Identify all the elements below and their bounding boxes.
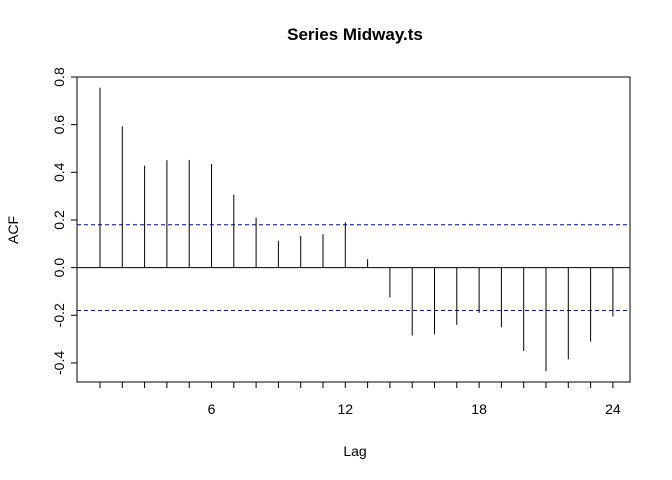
x-tick-label-6: 6 — [208, 401, 216, 417]
y-tick-label--0.2: -0.2 — [51, 303, 67, 327]
x-tick-label-18: 18 — [471, 401, 487, 417]
plot-area: 6 12 18 24 -0.4 -0.2 0.0 0.2 0.4 0.6 0.8 — [51, 67, 631, 417]
plot-frame — [76, 76, 631, 383]
y-tick-label-0.2: 0.2 — [51, 210, 67, 230]
y-tick-label--0.4: -0.4 — [51, 351, 67, 375]
y-tick-label-0.4: 0.4 — [51, 162, 67, 182]
y-tick-label-0.8: 0.8 — [51, 67, 67, 87]
y-axis-label: ACF — [5, 216, 21, 244]
chart-title: Series Midway.ts — [287, 25, 423, 44]
x-tick-label-24: 24 — [605, 401, 621, 417]
x-tick-label-12: 12 — [338, 401, 354, 417]
x-axis-label: Lag — [343, 443, 366, 459]
y-tick-label-0.6: 0.6 — [51, 115, 67, 135]
y-tick-label-0.0: 0.0 — [51, 258, 67, 278]
